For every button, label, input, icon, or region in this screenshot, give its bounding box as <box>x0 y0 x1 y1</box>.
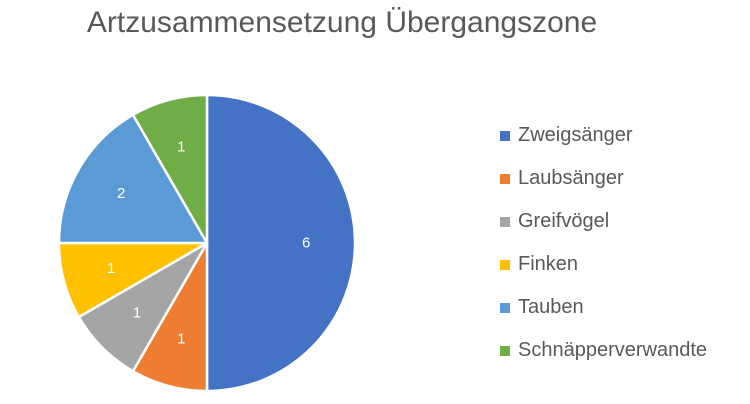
legend-item-greifvoegel: Greifvögel <box>500 200 707 243</box>
legend-item-schnaepperverwandte: Schnäpperverwandte <box>500 329 707 372</box>
pie-slice-schnaepperverwandte <box>131 93 209 245</box>
legend-swatch <box>500 130 510 141</box>
data-label-finken: 1 <box>107 260 115 277</box>
legend-label: Greifvögel <box>518 210 610 232</box>
chart-title: Artzusammensetzung Übergangszone <box>86 6 598 39</box>
legend-swatch <box>500 259 510 270</box>
legend: Zweigsänger Laubsänger Greifvögel Finken Tau… <box>500 114 707 372</box>
legend-swatch <box>500 302 510 313</box>
data-label-schnaepperverwandte: 1 <box>177 139 185 156</box>
legend-label: Finken <box>518 253 579 275</box>
data-label-zweigsaenger: 6 <box>302 235 310 252</box>
pie-slices <box>57 93 357 393</box>
data-label-laubsaenger: 1 <box>177 330 185 347</box>
pie-slice-tauben <box>57 113 209 245</box>
legend-swatch <box>500 173 510 184</box>
legend-label: Schnäpperverwandte <box>518 339 708 361</box>
data-label-greifvoegel: 1 <box>133 305 141 322</box>
legend-swatch <box>500 345 510 356</box>
pie-slice-zweigsaenger <box>205 93 357 393</box>
pie-data-labels: 6 1 1 1 2 1 <box>107 139 310 348</box>
legend-item-finken: Finken <box>500 243 707 286</box>
legend-label: Zweigsänger <box>518 124 633 146</box>
legend-item-zweigsaenger: Zweigsänger <box>500 114 707 157</box>
data-label-tauben: 2 <box>117 185 125 202</box>
legend-label: Tauben <box>518 296 584 318</box>
legend-item-laubsaenger: Laubsänger <box>500 157 707 200</box>
legend-item-tauben: Tauben <box>500 286 707 329</box>
legend-label: Laubsänger <box>518 167 624 189</box>
legend-swatch <box>500 216 510 227</box>
